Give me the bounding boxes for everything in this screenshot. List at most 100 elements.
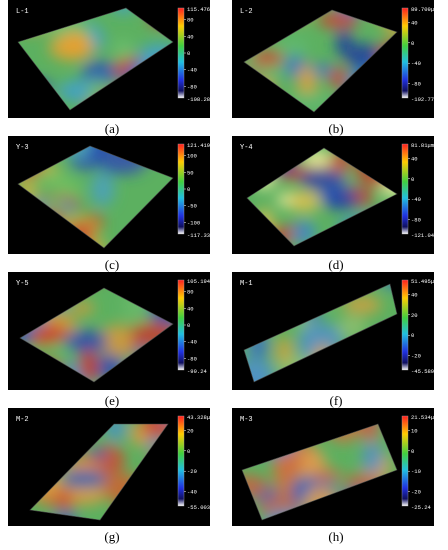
panel-caption: (b) [328,121,344,136]
surface-blob [300,167,346,192]
colorbar-max-label: 51.495μm [411,278,434,285]
colorbar-tick-label: 0 [187,448,190,455]
colorbar-min-label: -102.773 [411,96,434,103]
sample-label: Y-4 [240,144,253,152]
sample-label: M-2 [16,416,29,424]
surface-blob [335,29,353,58]
surface-blob [113,39,133,61]
surface-blob [82,60,117,86]
surface-blob [271,453,303,480]
surface-panel: Y-4 81.81μm -121.043 40 0 -40 -80 [232,136,434,254]
colorbar-tick-label: 80 [187,289,194,296]
colorbar-tick-label: 0 [187,322,190,329]
surface-panel: M-2 43.328μm -55.003 20 0 -20 -40 [8,408,210,526]
colorbar-tick-label: -40 [187,339,197,346]
surface-edge [17,7,174,111]
surface-edge [17,145,174,249]
colorbar-tick-label: -20 [411,353,421,360]
surface-blob [62,31,89,56]
surface-edge [243,283,398,383]
colorbar-max-label: 121.419μm [187,142,210,149]
colorbar-min-label: -45.589 [411,368,434,375]
surface-blob [321,189,358,210]
colorbar-tick-label: -80 [187,83,197,90]
colorbar-max-label: 89.709μm [411,6,434,13]
surface-blob [30,324,68,344]
colorbar-tick-label: 0 [411,40,414,47]
colorbar-tick-label: 40 [411,19,418,26]
colorbar-tick-label: 40 [411,291,418,298]
colorbar-max-label: 21.534μm [411,414,434,421]
panel-caption: (e) [104,393,120,408]
surface-panel: Y-5 105.194μm -99.24 80 40 0 -40 -80 [8,272,210,390]
surface-blob [67,485,106,505]
colorbar-tick-label: -40 [411,60,421,67]
colorbar [401,7,409,99]
colorbar-max-label: 115.476μm [187,6,210,13]
sample-label: Y-3 [16,144,29,152]
surface-blob [90,172,115,207]
panel-caption: (f) [329,393,343,408]
colorbar-tick-label: -40 [187,489,197,496]
surface-blob [313,468,343,482]
panel-caption: (d) [328,257,344,272]
surface-edge [19,287,174,383]
colorbar [177,279,185,371]
colorbar-min-label: -99.24 [187,368,208,375]
surface-blob [70,301,95,315]
colorbar-tick-label: -40 [187,67,197,74]
colorbar-tick-label: 50 [187,169,194,176]
surface-blob [64,329,109,354]
surface-blob [310,63,334,76]
colorbar-tick-label: 0 [411,448,414,455]
surface-blob [361,441,383,475]
colorbar-tick-label: 40 [187,305,194,312]
surface-blob [288,190,321,213]
colorbar-tick-label: 20 [411,312,418,319]
surface-edge [29,423,169,521]
surface-blob [62,469,106,488]
surface-blob [317,11,360,29]
sample-label: Y-5 [16,280,29,288]
colorbar-tick-label: 80 [187,17,194,24]
surface-blob [90,146,108,161]
surface-blob [97,325,139,359]
surface-edge [246,147,398,247]
colorbar-tick-label: -80 [411,81,421,88]
colorbar-tick-label: 10 [411,427,418,434]
colorbar [401,279,409,371]
sample-label: M-3 [240,416,253,424]
panel-caption: (h) [328,529,344,544]
surface-panel: M-1 51.495μm -45.589 40 20 0 -20 [232,272,434,390]
colorbar-min-label: -117.33 [187,232,210,239]
colorbar [177,7,185,99]
panel-caption: (c) [104,257,120,272]
colorbar-tick-label: -80 [411,217,421,224]
colorbar [401,415,409,507]
surface-panel: L-1 115.476μm -108.282 80 40 0 -40 -80 [8,0,210,118]
colorbar-tick-label: -10 [411,468,421,475]
surface-edge [241,423,398,521]
colorbar-max-label: 105.194μm [187,278,210,285]
colorbar-tick-label: -100 [187,219,200,226]
surface-blob [358,424,380,437]
surface-blob [29,170,69,186]
sample-label: M-1 [240,280,253,288]
colorbar-tick-label: -40 [411,196,421,203]
colorbar-tick-label: 0 [187,50,190,57]
colorbar-tick-label: 100 [187,153,197,160]
surface-edge [243,9,398,113]
colorbar-min-label: -108.282 [187,96,210,103]
colorbar [177,415,185,507]
surface-panel: M-3 21.534μm -25.24 10 0 -10 -20 [232,408,434,526]
colorbar-tick-label: 0 [187,186,190,193]
panel-caption: (a) [104,121,120,136]
panel-caption: (g) [104,529,120,544]
colorbar-tick-label: 40 [187,33,194,40]
surface-blob [101,161,144,175]
colorbar-tick-label: 20 [187,427,194,434]
surface-panel: Y-3 121.419μm -117.33 100 50 0 -50 -100 [8,136,210,254]
colorbar-max-label: 81.81μm [411,142,434,149]
colorbar-tick-label: 0 [411,332,414,339]
